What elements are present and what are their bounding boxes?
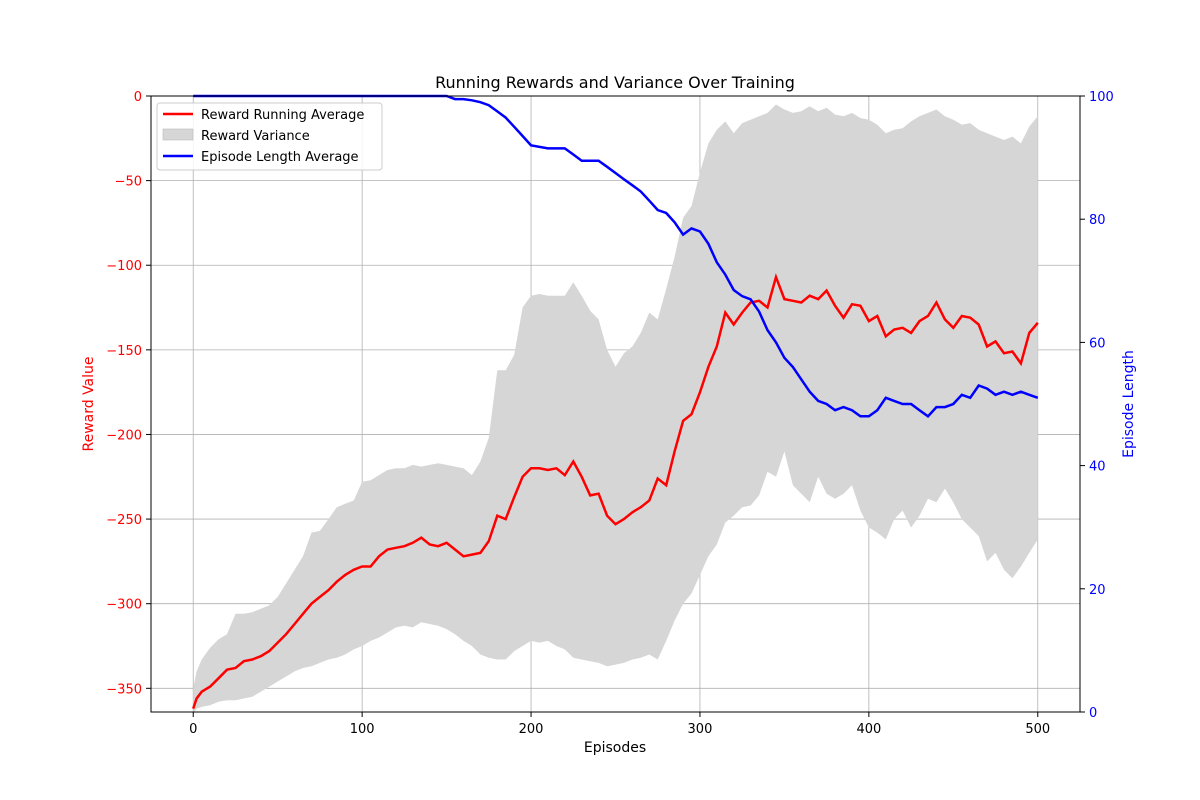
left-y-tick-label: −250 [106,513,142,528]
left-y-tick-label: 0 [134,90,142,105]
right-y-tick-label: 60 [1089,336,1106,351]
legend-box [156,102,383,171]
right-y-tick-label: 80 [1089,213,1106,228]
x-axis-ticks: 0 100 200 300 400 500 [189,712,1050,737]
x-tick-label: 0 [189,722,197,737]
legend-label-reward: Reward Running Average [201,108,364,123]
right-y-axis-ticks: 0 20 40 60 80 100 [1080,90,1114,721]
left-y-tick-label: −200 [106,428,142,443]
right-y-tick-label: 100 [1089,90,1114,105]
x-tick-label: 200 [519,722,544,737]
legend-label-length: Episode Length Average [201,150,359,165]
right-y-axis-label: Episode Length [1121,350,1137,458]
left-y-axis-label: Reward Value [81,356,97,451]
left-y-tick-label: −300 [106,598,142,613]
right-y-tick-label: 20 [1089,583,1106,598]
left-y-tick-label: −150 [106,344,142,359]
reward-running-average-line [192,273,1039,709]
right-y-tick-label: 0 [1089,706,1097,721]
x-tick-label: 300 [688,722,713,737]
episode-length-average-line [193,94,1039,418]
left-y-tick-label: −350 [106,682,142,697]
left-y-tick-label: −50 [115,175,142,190]
right-y-tick-label: 40 [1089,460,1106,475]
reward-variance-band [193,104,1038,714]
plot-frame [150,95,1081,713]
x-tick-label: 500 [1025,722,1050,737]
legend: Reward Running Average Reward Variance E… [156,102,383,171]
legend-swatch-variance [162,128,194,141]
x-tick-label: 400 [856,722,881,737]
x-tick-label: 100 [350,722,375,737]
left-y-tick-label: −100 [106,259,142,274]
x-axis-label: Episodes [584,740,646,756]
chart-title: Running Rewards and Variance Over Traini… [435,73,795,92]
left-y-axis-ticks: 0 −50 −100 −150 −200 −250 −300 −350 [106,90,151,697]
legend-label-variance: Reward Variance [201,129,310,144]
